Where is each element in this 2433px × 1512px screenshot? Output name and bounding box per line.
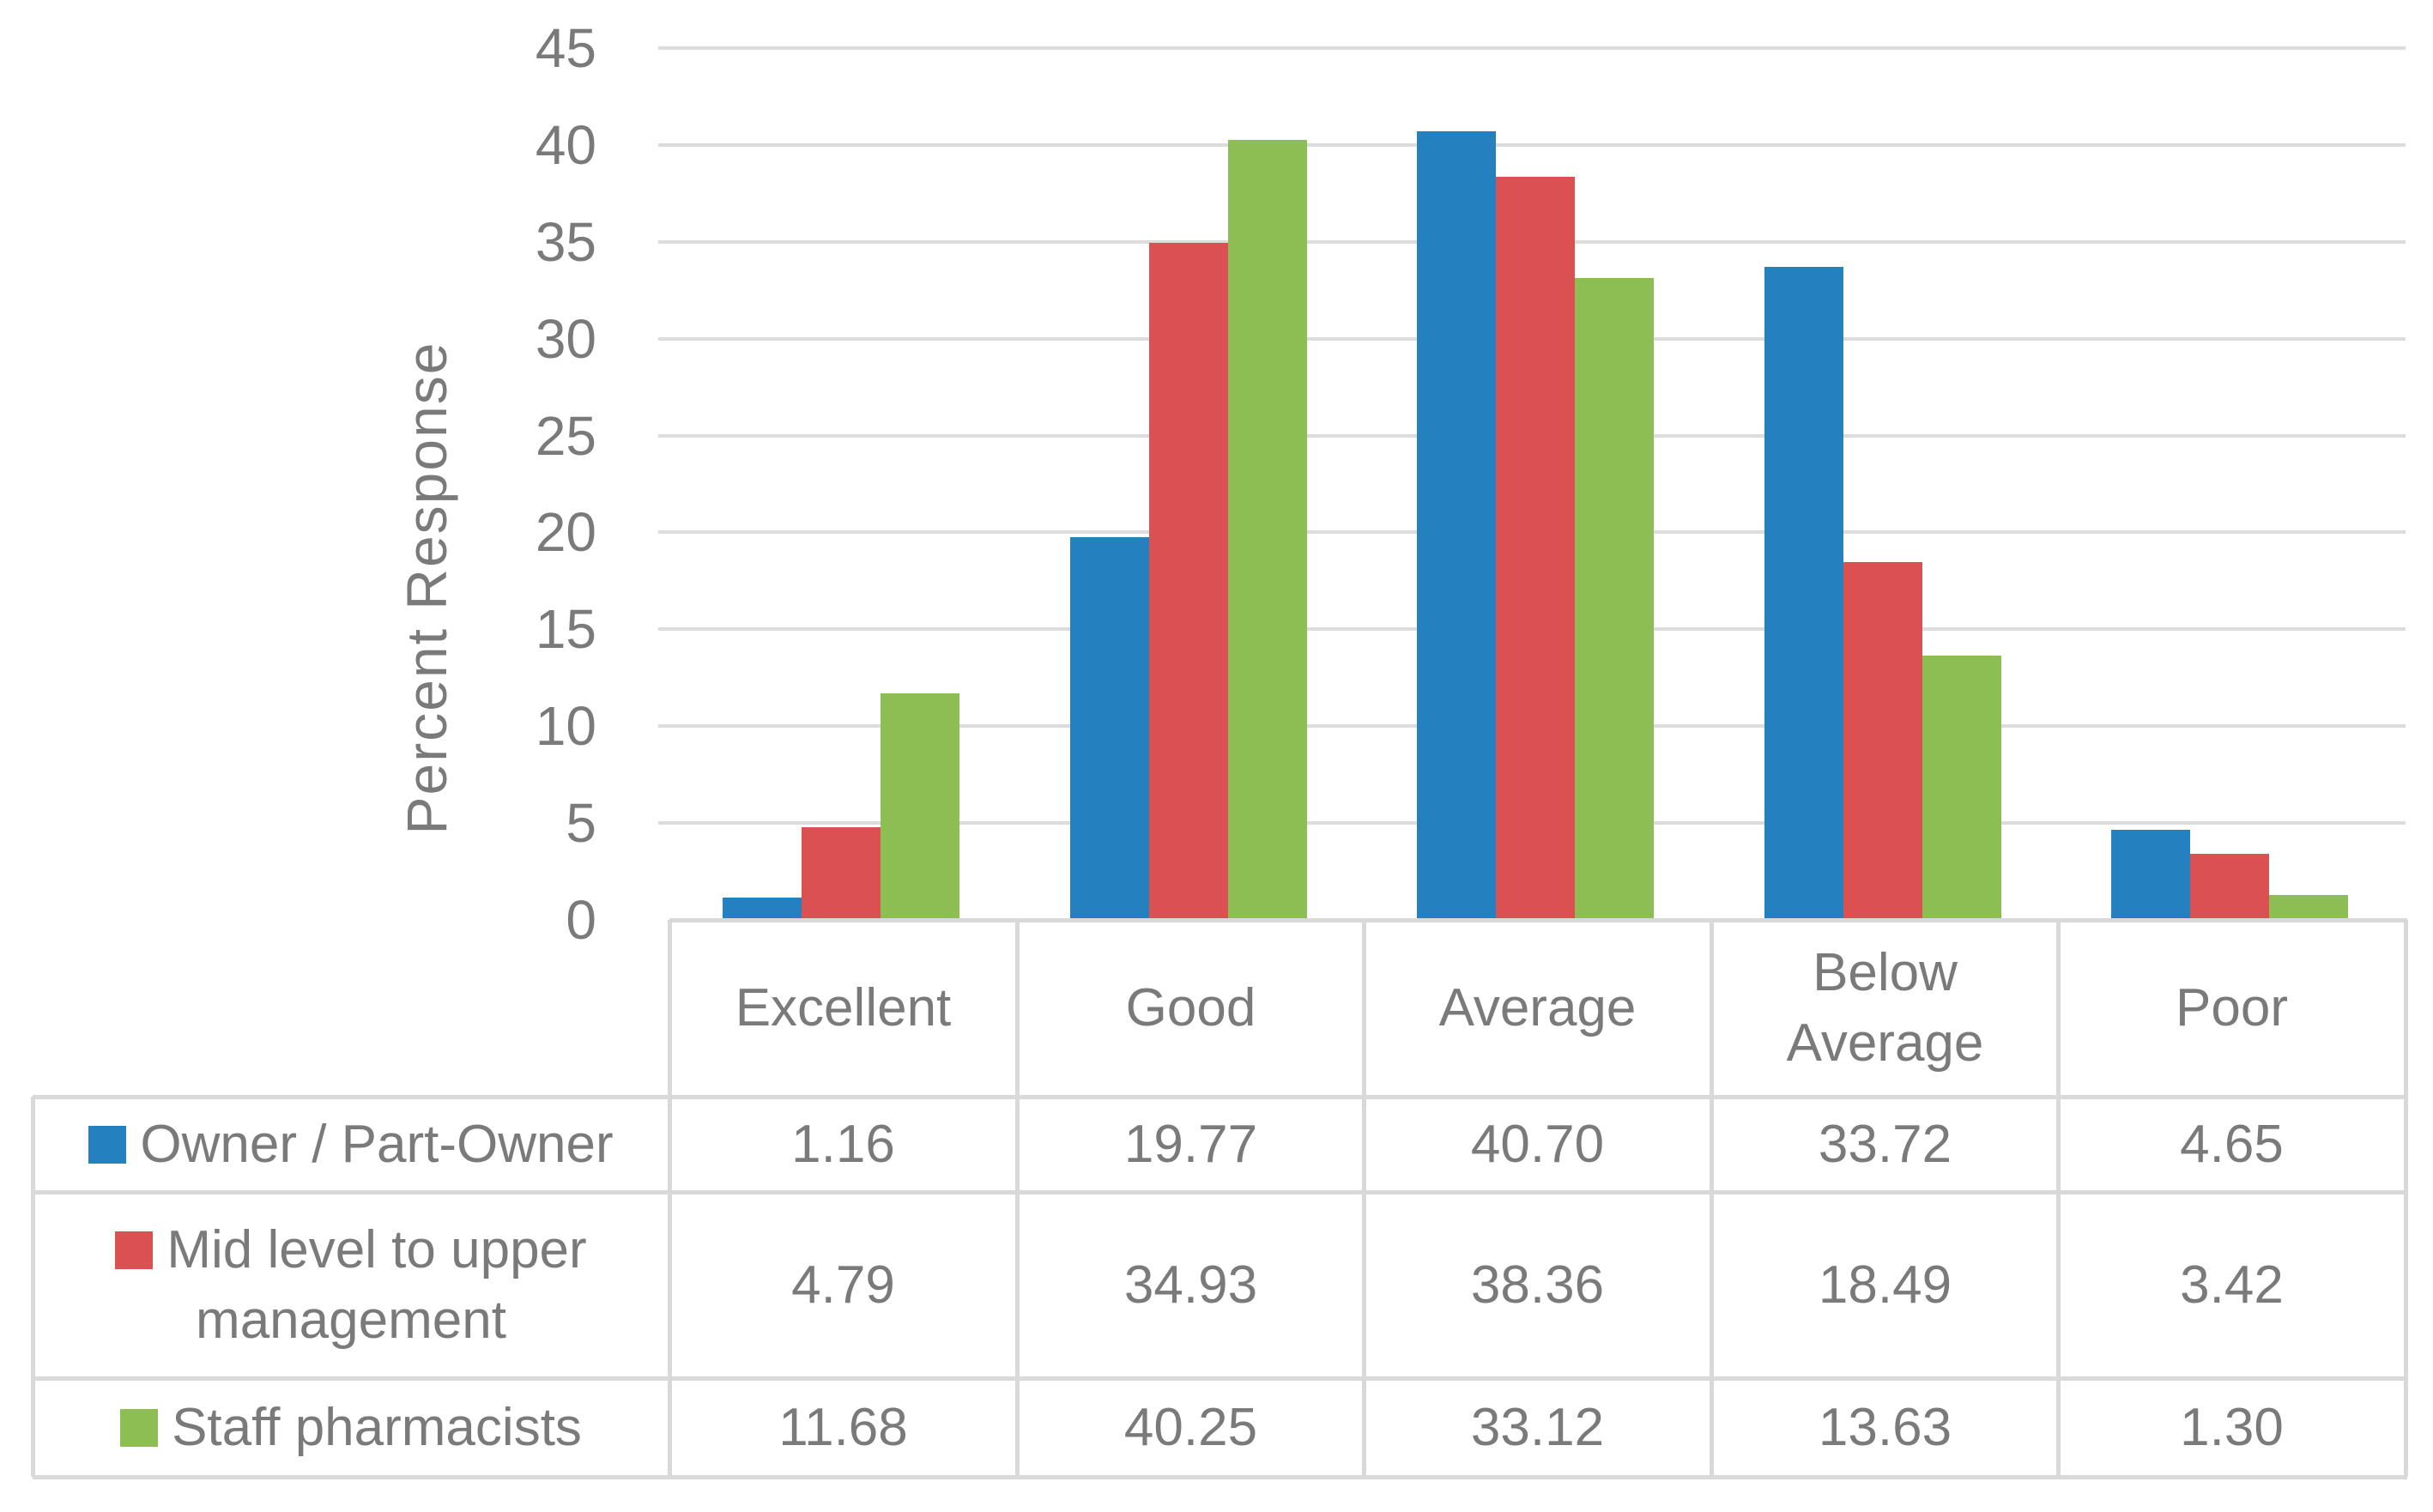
table-value-cell: 13.63 [1818, 1397, 1952, 1457]
y-axis-tick-label: 0 [566, 889, 596, 951]
table-value-cell: 40.70 [1470, 1114, 1605, 1174]
table-value-cell: 3.42 [2180, 1255, 2284, 1315]
bar-green-2 [1575, 278, 1654, 920]
table-border-line [1362, 920, 1366, 1477]
series-label-cell: Owner / Part-Owner [33, 1097, 669, 1192]
bar-red-4 [2190, 854, 2269, 920]
table-value-cell: 34.93 [1123, 1255, 1258, 1315]
bar-blue-0 [723, 898, 802, 920]
table-border-line [669, 918, 2407, 922]
y-axis-tick-label: 40 [535, 113, 596, 176]
bar-red-3 [1843, 562, 1922, 920]
gridline [658, 46, 2406, 50]
y-axis-tick-label: 25 [535, 404, 596, 467]
table-value-cell: 33.72 [1818, 1114, 1952, 1174]
y-axis-tick-label: 5 [566, 792, 596, 855]
table-value-cell: 1.30 [2180, 1397, 2284, 1457]
bar-blue-3 [1764, 267, 1843, 920]
bar-green-3 [1922, 656, 2001, 920]
table-value-cell: 40.25 [1123, 1397, 1258, 1457]
category-header-cell: Average [1438, 978, 1637, 1038]
table-border-line [31, 1097, 35, 1477]
y-axis-tick-label: 30 [535, 307, 596, 370]
legend-key-swatch-icon [115, 1231, 154, 1269]
category-header-cell: Below Average [1786, 943, 1984, 1073]
table-border-line [33, 1095, 2407, 1099]
table-value-cell: 1.16 [791, 1114, 895, 1174]
bar-green-0 [881, 693, 959, 920]
table-border-line [1710, 920, 1714, 1477]
table-value-cell: 4.65 [2180, 1114, 2284, 1174]
series-label-inner: Staff pharmacists [120, 1393, 582, 1463]
category-header-cell: Excellent [735, 978, 952, 1038]
y-axis-tick-label: 35 [535, 210, 596, 273]
table-value-cell: 33.12 [1470, 1397, 1605, 1457]
bar-green-1 [1228, 140, 1307, 920]
category-header-cell: Poor [2176, 978, 2288, 1038]
table-value-cell: 11.68 [778, 1397, 908, 1457]
y-axis-tick-label: 20 [535, 501, 596, 564]
table-value-cell: 38.36 [1470, 1255, 1605, 1315]
bar-red-2 [1496, 177, 1575, 920]
series-name-label: Mid level to upper management [166, 1219, 587, 1350]
bar-red-0 [802, 827, 881, 920]
bar-blue-1 [1070, 537, 1149, 920]
y-axis-tick-label: 10 [535, 695, 596, 758]
series-name-label: Staff pharmacists [172, 1397, 582, 1457]
series-label-cell: Mid level to upper management [33, 1192, 669, 1378]
table-border-line [33, 1376, 2407, 1381]
bar-green-4 [2269, 895, 2348, 920]
bar-red-1 [1149, 243, 1228, 920]
table-value-cell: 18.49 [1818, 1255, 1952, 1315]
y-axis-tick-label: 45 [535, 17, 596, 79]
category-header-cell: Good [1125, 978, 1256, 1038]
table-border-line [2404, 920, 2408, 1477]
bar-blue-4 [2111, 830, 2190, 920]
legend-key-swatch-icon [88, 1125, 127, 1164]
y-axis-tick-label: 15 [535, 598, 596, 661]
table-value-cell: 19.77 [1123, 1114, 1258, 1174]
series-name-label: Owner / Part-Owner [140, 1114, 614, 1174]
legend-key-swatch-icon [120, 1408, 159, 1447]
gridline [658, 142, 2406, 147]
table-border-line [33, 1475, 2407, 1479]
bar-blue-2 [1417, 131, 1496, 920]
table-border-line [33, 1190, 2407, 1194]
table-value-cell: 4.79 [791, 1255, 895, 1315]
table-border-line [668, 920, 672, 1477]
series-label-inner: Mid level to upper management [55, 1215, 647, 1356]
table-border-line [1015, 920, 1020, 1477]
table-border-line [2056, 920, 2061, 1477]
series-label-inner: Owner / Part-Owner [88, 1110, 614, 1180]
series-label-cell: Staff pharmacists [33, 1378, 669, 1477]
